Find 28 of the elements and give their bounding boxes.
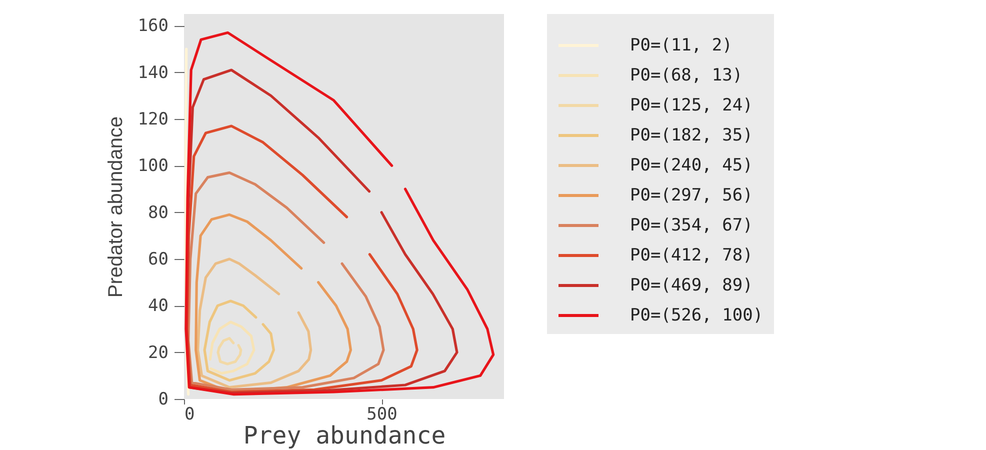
line-series <box>196 258 312 389</box>
y-tick-label: 60 <box>148 250 168 270</box>
y-tick-label: 80 <box>148 202 168 223</box>
legend-label: P0=(469, 89) <box>630 276 753 296</box>
legend-label: P0=(182, 35) <box>630 126 753 146</box>
y-tick-label: 140 <box>138 62 168 83</box>
line-series <box>187 171 385 391</box>
y-tick-label: 160 <box>138 16 168 36</box>
legend-label: P0=(11, 2) <box>630 36 732 56</box>
y-tick-label: 40 <box>148 296 168 316</box>
x-axis-title: Prey abundance <box>243 422 446 450</box>
legend-label: P0=(354, 67) <box>630 216 753 236</box>
y-tick-label: 20 <box>148 342 168 363</box>
line-series <box>208 320 256 375</box>
legend-label: P0=(412, 78) <box>630 246 753 266</box>
line-series <box>216 337 242 366</box>
legend-label: P0=(125, 24) <box>630 96 753 116</box>
legend-label: P0=(297, 56) <box>630 186 753 206</box>
line-series <box>203 300 275 382</box>
legend-label: P0=(526, 100) <box>630 306 764 326</box>
x-tick-label: 500 <box>366 404 398 424</box>
legend-label: P0=(68, 13) <box>630 66 743 86</box>
y-tick-label: 100 <box>138 156 168 176</box>
legend-label: P0=(240, 45) <box>630 156 753 176</box>
y-axis-title: Predator abundance <box>104 116 127 298</box>
y-tick-label: 120 <box>138 110 168 130</box>
line-series <box>184 31 495 396</box>
y-tick-label: 0 <box>158 390 168 410</box>
